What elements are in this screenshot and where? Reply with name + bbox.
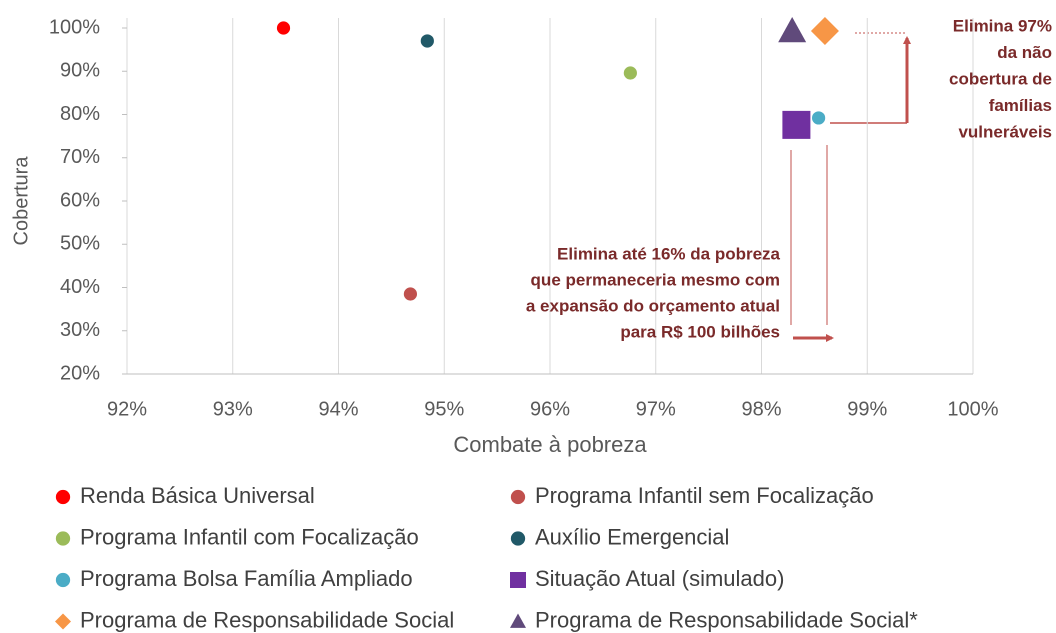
annotation: cobertura de [949, 69, 1052, 88]
marker-triangle [510, 613, 526, 628]
legend-label: Programa Infantil sem Focalização [535, 483, 874, 508]
marker-square [782, 110, 811, 139]
marker-circle [420, 34, 434, 48]
annotation: vulneráveis [958, 122, 1052, 141]
marker-triangle [778, 17, 807, 43]
x-tick-label: 96% [530, 398, 570, 420]
marker-circle [55, 531, 71, 546]
marker-circle [812, 111, 826, 125]
x-tick-label: 97% [636, 398, 676, 420]
y-tick-label: 50% [60, 233, 100, 255]
marker-circle [510, 531, 526, 546]
marker-square [510, 572, 526, 588]
arrows [790, 32, 911, 342]
marker-circle [623, 66, 637, 80]
y-tick-label: 100% [49, 16, 100, 38]
marker-diamond [55, 613, 71, 630]
legend-label: Programa Infantil com Focalização [80, 524, 419, 549]
marker-diamond [810, 17, 839, 46]
x-tick-label: 100% [947, 398, 998, 420]
x-tick-label: 93% [213, 398, 253, 420]
marker-circle [276, 21, 291, 35]
annotation: que permaneceria mesmo com [531, 270, 780, 289]
x-tick-label: 92% [107, 398, 147, 420]
annotation: famílias [989, 96, 1052, 115]
legend-label: Auxílio Emergencial [535, 524, 729, 549]
marker-circle [55, 489, 71, 505]
annotation: Elimina até 16% da pobreza [557, 244, 781, 263]
y-tick-label: 40% [60, 276, 100, 298]
annotation: a expansão do orçamento atual [526, 296, 780, 315]
annotation: para R$ 100 bilhões [620, 322, 780, 341]
y-tick-label: 80% [60, 103, 100, 125]
x-tick-label: 99% [847, 398, 887, 420]
marker-circle [55, 572, 71, 588]
annotation: da não [997, 43, 1052, 62]
y-axis-label: Cobertura [10, 156, 32, 246]
legend-label: Situação Atual (simulado) [535, 566, 784, 591]
x-tick-label: 98% [741, 398, 781, 420]
y-tick-label: 90% [60, 60, 100, 82]
x-tick-label: 94% [318, 398, 358, 420]
y-tick-label: 70% [60, 146, 100, 168]
y-tick-label: 20% [60, 362, 100, 384]
y-tick-label: 30% [60, 319, 100, 341]
x-axis-label: Combate à pobreza [453, 432, 647, 457]
marker-circle [510, 489, 526, 505]
x-tick-label: 95% [424, 398, 464, 420]
legend-label: Programa de Responsabilidade Social* [535, 607, 918, 632]
legend-label: Programa Bolsa Família Ampliado [80, 566, 413, 591]
y-tick-label: 60% [60, 189, 100, 211]
legend-label: Renda Básica Universal [80, 483, 315, 508]
marker-circle [403, 287, 418, 301]
legend-label: Programa de Responsabilidade Social [80, 607, 454, 632]
annotation: Elimina 97% [953, 16, 1052, 35]
